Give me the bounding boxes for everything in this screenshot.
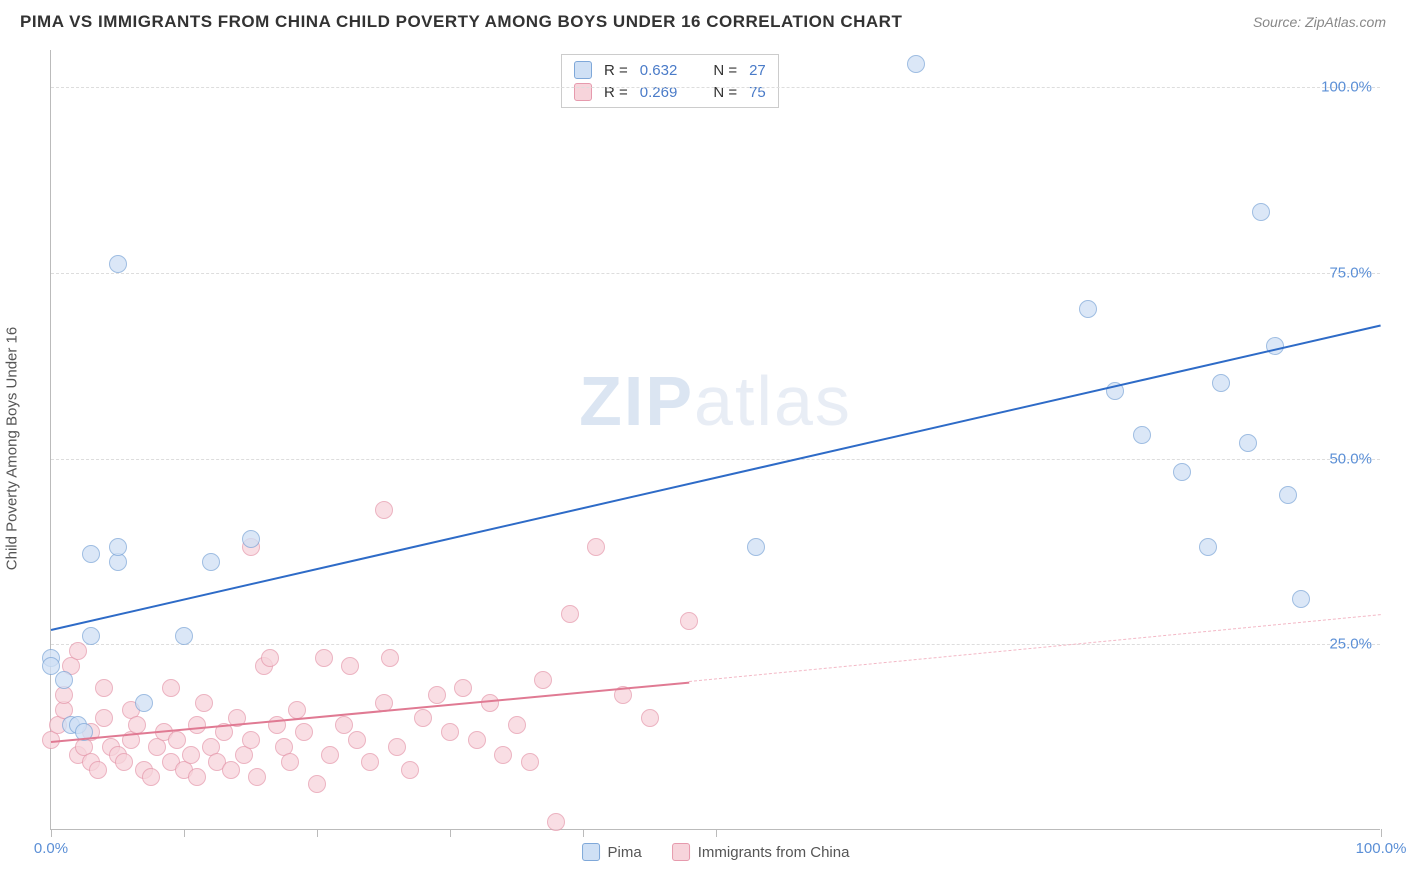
- data-point: [1133, 426, 1151, 444]
- x-tick: [184, 829, 185, 837]
- data-point: [454, 679, 472, 697]
- data-point: [89, 761, 107, 779]
- data-point: [494, 746, 512, 764]
- data-point: [641, 709, 659, 727]
- data-point: [82, 627, 100, 645]
- data-point: [680, 612, 698, 630]
- data-point: [1173, 463, 1191, 481]
- data-point: [508, 716, 526, 734]
- gridline-h: [51, 273, 1380, 274]
- data-point: [414, 709, 432, 727]
- y-tick-label: 100.0%: [1321, 79, 1372, 96]
- data-point: [1252, 203, 1270, 221]
- data-point: [381, 649, 399, 667]
- x-tick: [716, 829, 717, 837]
- data-point: [42, 657, 60, 675]
- y-tick-label: 50.0%: [1329, 450, 1372, 467]
- swatch-pima: [574, 61, 592, 79]
- data-point: [168, 731, 186, 749]
- data-point: [55, 671, 73, 689]
- data-point: [441, 723, 459, 741]
- data-point: [907, 55, 925, 73]
- legend: Pima Immigrants from China: [582, 843, 850, 861]
- chart-container: Child Poverty Among Boys Under 16 ZIPatl…: [0, 40, 1406, 860]
- data-point: [587, 538, 605, 556]
- data-point: [202, 553, 220, 571]
- legend-item-china: Immigrants from China: [672, 843, 850, 861]
- correlation-box: R = 0.632 N = 27 R = 0.269 N = 75: [561, 54, 779, 108]
- data-point: [109, 255, 127, 273]
- gridline-h: [51, 644, 1380, 645]
- corr-row-china: R = 0.269 N = 75: [574, 81, 766, 103]
- data-point: [401, 761, 419, 779]
- data-point: [135, 694, 153, 712]
- chart-title: PIMA VS IMMIGRANTS FROM CHINA CHILD POVE…: [20, 12, 902, 32]
- data-point: [361, 753, 379, 771]
- corr-row-pima: R = 0.632 N = 27: [574, 59, 766, 81]
- data-point: [109, 538, 127, 556]
- data-point: [308, 775, 326, 793]
- data-point: [82, 545, 100, 563]
- data-point: [242, 731, 260, 749]
- trend-line: [51, 681, 690, 742]
- legend-item-pima: Pima: [582, 843, 642, 861]
- source-attribution: Source: ZipAtlas.com: [1253, 14, 1386, 30]
- data-point: [521, 753, 539, 771]
- x-tick: [450, 829, 451, 837]
- data-point: [242, 530, 260, 548]
- data-point: [341, 657, 359, 675]
- x-tick-label: 100.0%: [1356, 840, 1406, 857]
- data-point: [281, 753, 299, 771]
- data-point: [1292, 590, 1310, 608]
- data-point: [188, 768, 206, 786]
- data-point: [195, 694, 213, 712]
- data-point: [428, 686, 446, 704]
- data-point: [222, 761, 240, 779]
- data-point: [175, 627, 193, 645]
- x-tick-label: 0.0%: [34, 840, 68, 857]
- data-point: [248, 768, 266, 786]
- data-point: [534, 671, 552, 689]
- data-point: [321, 746, 339, 764]
- data-point: [375, 501, 393, 519]
- watermark: ZIPatlas: [579, 361, 852, 441]
- data-point: [1239, 434, 1257, 452]
- gridline-h: [51, 87, 1380, 88]
- data-point: [295, 723, 313, 741]
- x-tick: [583, 829, 584, 837]
- data-point: [115, 753, 133, 771]
- data-point: [182, 746, 200, 764]
- data-point: [468, 731, 486, 749]
- y-tick-label: 25.0%: [1329, 636, 1372, 653]
- x-tick: [51, 829, 52, 837]
- data-point: [162, 679, 180, 697]
- data-point: [95, 709, 113, 727]
- data-point: [1079, 300, 1097, 318]
- gridline-h: [51, 459, 1380, 460]
- data-point: [315, 649, 333, 667]
- data-point: [388, 738, 406, 756]
- data-point: [95, 679, 113, 697]
- y-tick-label: 75.0%: [1329, 264, 1372, 281]
- trend-line: [689, 615, 1381, 683]
- data-point: [1212, 374, 1230, 392]
- data-point: [348, 731, 366, 749]
- data-point: [561, 605, 579, 623]
- x-tick: [317, 829, 318, 837]
- data-point: [1279, 486, 1297, 504]
- data-point: [335, 716, 353, 734]
- data-point: [69, 642, 87, 660]
- legend-swatch-china: [672, 843, 690, 861]
- data-point: [261, 649, 279, 667]
- data-point: [188, 716, 206, 734]
- data-point: [1199, 538, 1217, 556]
- data-point: [142, 768, 160, 786]
- data-point: [747, 538, 765, 556]
- y-axis-label: Child Poverty Among Boys Under 16: [4, 327, 21, 570]
- legend-swatch-pima: [582, 843, 600, 861]
- x-tick: [1381, 829, 1382, 837]
- swatch-china: [574, 83, 592, 101]
- plot-area: ZIPatlas R = 0.632 N = 27 R = 0.269 N = …: [50, 50, 1380, 830]
- data-point: [547, 813, 565, 831]
